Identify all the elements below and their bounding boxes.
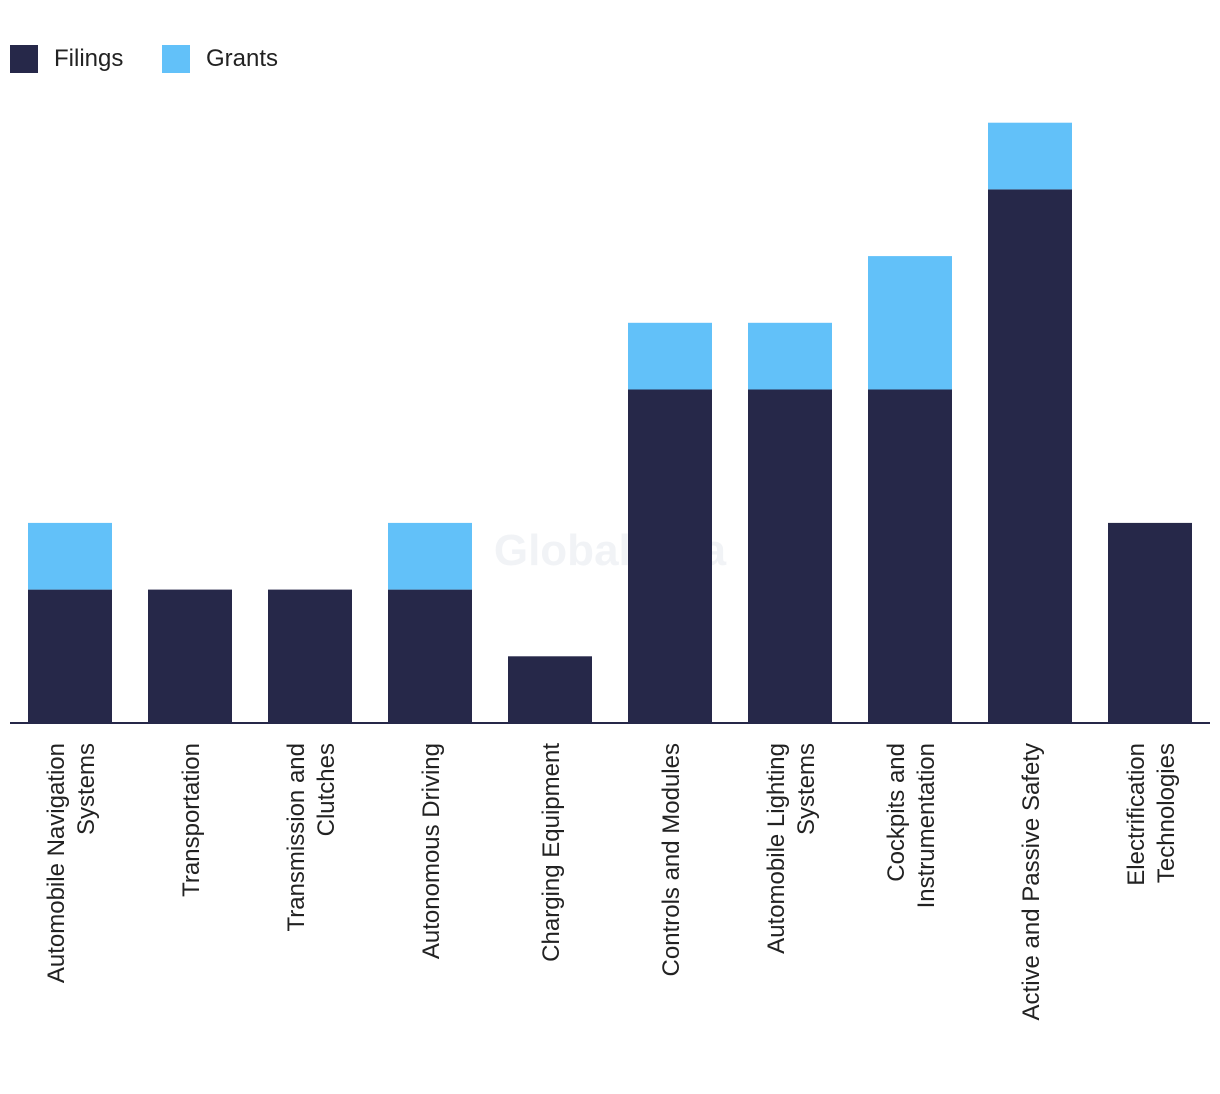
bar-grants-automobile-navigation-systems (28, 522, 112, 590)
category-label-line: Instrumentation (913, 743, 940, 908)
category-label-transportation: Transportation (178, 743, 205, 897)
category-label-active-and-passive-safety: Active and Passive Safety (1018, 743, 1045, 1020)
bar-filings-active-and-passive-safety (988, 189, 1072, 723)
bar-grants-cockpits-and-instrumentation (868, 256, 952, 390)
category-label-line: Clutches (313, 743, 340, 836)
category-label-line: Electrification (1123, 743, 1150, 886)
legend-swatch-grants (162, 45, 190, 73)
category-label-transmission-and-clutches: Transmission and Clutches (283, 743, 340, 932)
bar-filings-electrification-technologies (1108, 522, 1192, 723)
category-label-line: Transportation (178, 743, 205, 897)
category-label-electrification-technologies: Electrification Technologies (1123, 743, 1180, 886)
category-label-line: Automobile Lighting (763, 743, 790, 954)
legend: Filings Grants (10, 45, 278, 73)
category-label-line: Systems (73, 743, 100, 835)
bar-filings-automobile-lighting-systems (748, 389, 832, 723)
bar-filings-transportation (148, 589, 232, 723)
bar-grants-autonomous-driving (388, 522, 472, 590)
bar-filings-controls-and-modules (628, 389, 712, 723)
bar-filings-transmission-and-clutches (268, 589, 352, 723)
category-label-line: Transmission and (283, 743, 310, 932)
bar-grants-active-and-passive-safety (988, 122, 1072, 190)
category-label-automobile-lighting-systems: Automobile Lighting Systems (763, 743, 820, 954)
category-label-line: Autonomous Driving (418, 743, 445, 959)
category-label-line: Controls and Modules (658, 743, 685, 976)
legend-swatch-filings (10, 45, 38, 73)
legend-label-filings: Filings (54, 45, 123, 72)
bars-group (28, 122, 1192, 723)
category-label-line: Active and Passive Safety (1018, 743, 1045, 1020)
category-label-line: Automobile Navigation (43, 743, 70, 983)
category-labels: Automobile Navigation Systems Transportati… (43, 743, 1180, 1021)
bar-filings-charging-equipment (508, 656, 592, 723)
category-label-charging-equipment: Charging Equipment (538, 743, 565, 962)
category-label-line: Charging Equipment (538, 743, 565, 962)
bar-grants-automobile-lighting-systems (748, 322, 832, 390)
category-label-line: Technologies (1153, 743, 1180, 883)
legend-label-grants: Grants (206, 45, 278, 72)
category-label-controls-and-modules: Controls and Modules (658, 743, 685, 976)
category-label-line: Systems (793, 743, 820, 835)
category-label-autonomous-driving: Autonomous Driving (418, 743, 445, 959)
bar-filings-autonomous-driving (388, 589, 472, 723)
bar-filings-automobile-navigation-systems (28, 589, 112, 723)
category-label-automobile-navigation-systems: Automobile Navigation Systems (43, 743, 100, 983)
bar-grants-controls-and-modules (628, 322, 712, 390)
category-label-line: Cockpits and (883, 743, 910, 882)
bar-filings-cockpits-and-instrumentation (868, 389, 952, 723)
category-label-cockpits-and-instrumentation: Cockpits and Instrumentation (883, 743, 940, 908)
